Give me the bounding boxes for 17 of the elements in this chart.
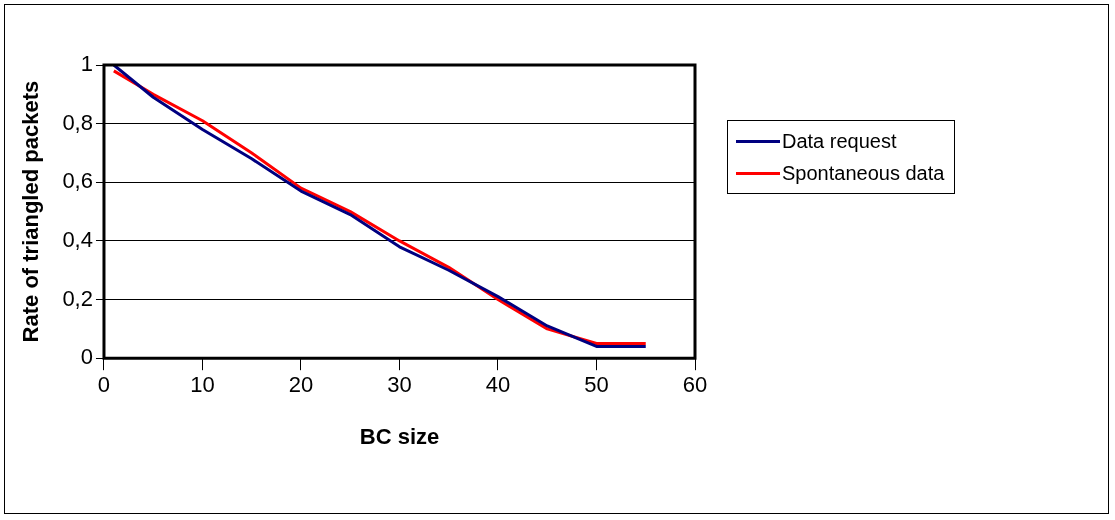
x-tick-label: 40	[485, 372, 511, 398]
x-tick-label: 50	[584, 372, 609, 398]
x-tick-label: 0	[97, 372, 111, 398]
y-tick-label: 1	[80, 51, 93, 77]
x-tick-label: 10	[190, 372, 215, 398]
y-tick-label: 0,6	[62, 168, 93, 194]
legend-label: Spontaneous data	[782, 161, 945, 185]
x-tick-label: 30	[387, 372, 412, 398]
y-axis-title: Rate of triangled packets	[18, 80, 44, 343]
y-tick-label: 0,4	[62, 226, 93, 252]
y-tick-label: 0,8	[62, 109, 93, 135]
y-tick-label: 0,2	[62, 285, 93, 311]
x-tick-label: 20	[288, 372, 314, 398]
x-axis-title: BC size	[359, 423, 440, 449]
x-tick-label: 60	[682, 372, 708, 398]
legend-label: Data request	[782, 129, 897, 153]
y-tick-label: 0	[80, 344, 93, 370]
